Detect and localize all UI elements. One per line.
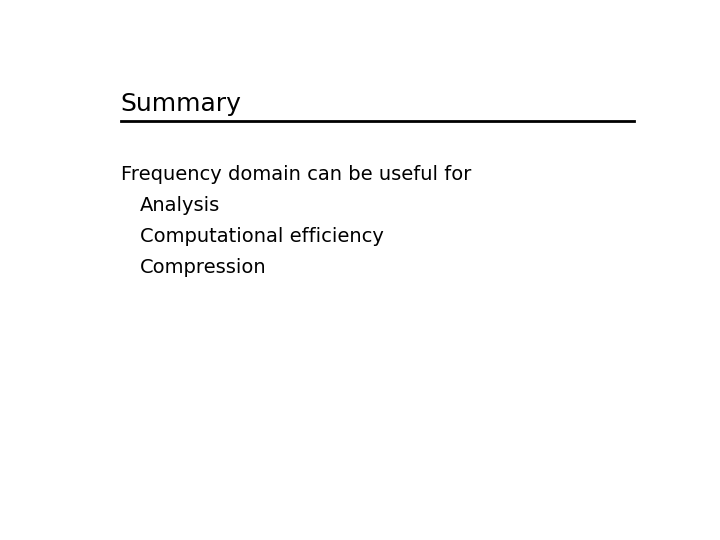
Text: Summary: Summary bbox=[121, 92, 242, 116]
Text: Compression: Compression bbox=[140, 258, 267, 277]
Text: Analysis: Analysis bbox=[140, 196, 220, 215]
Text: Computational efficiency: Computational efficiency bbox=[140, 227, 384, 246]
Text: Frequency domain can be useful for: Frequency domain can be useful for bbox=[121, 165, 471, 184]
